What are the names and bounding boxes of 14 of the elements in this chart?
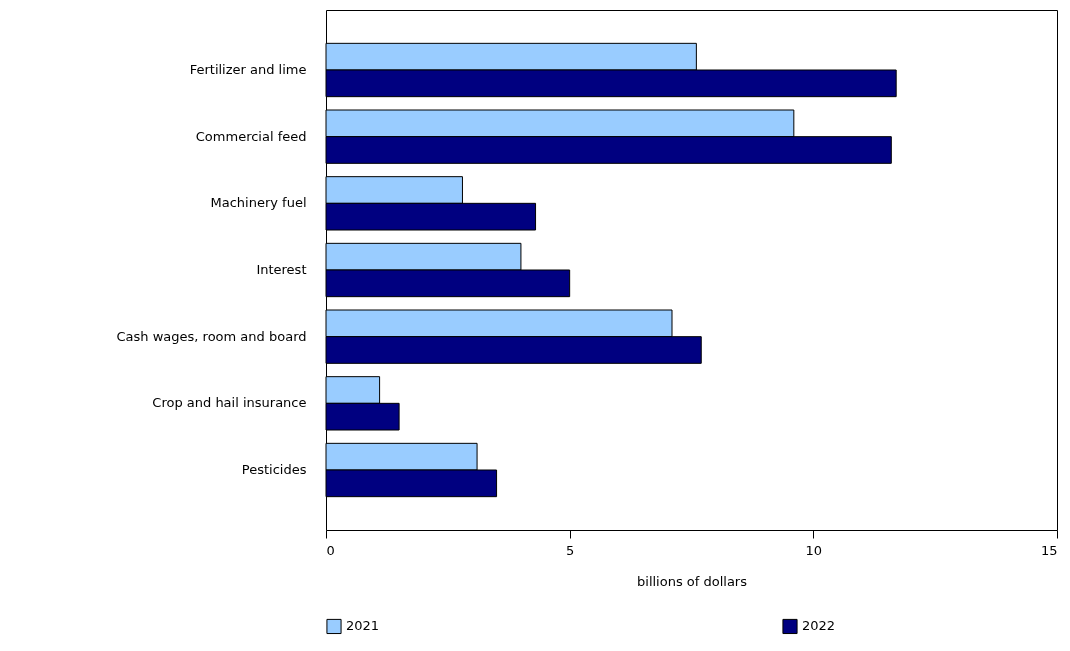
y-tick-label: Interest <box>256 262 307 277</box>
legend-label: 2022 <box>802 618 836 634</box>
legend-label: 2021 <box>346 618 380 634</box>
x-tick-label: 0 <box>326 542 335 558</box>
x-axis-title: billions of dollars <box>637 573 748 589</box>
x-tick-label: 15 <box>1040 542 1058 558</box>
y-tick-label: Cash wages, room and board <box>116 328 307 344</box>
y-tick-label: Commercial feed <box>195 128 307 144</box>
y-tick-label: Pesticides <box>241 462 307 477</box>
x-tick-label: 10 <box>805 542 823 558</box>
y-tick-label: Crop and hail insurance <box>152 395 307 411</box>
x-tick-label: 5 <box>566 542 575 558</box>
y-tick-label: Fertilizer and lime <box>189 62 307 77</box>
y-tick-label: Machinery fuel <box>210 195 307 211</box>
